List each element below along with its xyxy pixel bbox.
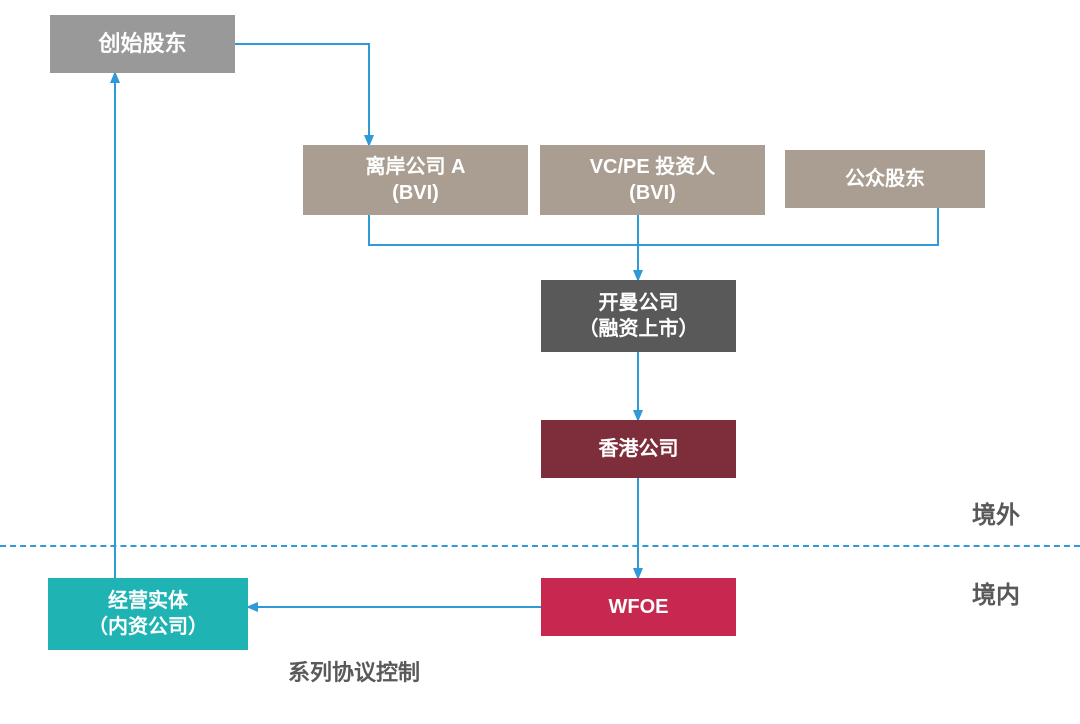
label-outside: 境外 xyxy=(972,495,1020,530)
node-label: 公众股东 xyxy=(845,166,925,192)
node-vcpe: VC/PE 投资人(BVI) xyxy=(540,145,765,215)
node-label: 离岸公司 A(BVI) xyxy=(366,154,466,206)
label-control: 系列协议控制 xyxy=(288,655,420,687)
node-founder: 创始股东 xyxy=(50,15,235,73)
node-hk: 香港公司 xyxy=(541,420,736,478)
node-opco: 经营实体（内资公司） xyxy=(48,578,248,650)
edge-offshoreA-down xyxy=(369,215,638,245)
node-label: 创始股东 xyxy=(98,30,186,59)
node-wfoe: WFOE xyxy=(541,578,736,636)
node-offshoreA: 离岸公司 A(BVI) xyxy=(303,145,528,215)
node-cayman: 开曼公司（融资上市） xyxy=(541,280,736,352)
node-label: VC/PE 投资人(BVI) xyxy=(590,154,716,206)
border-divider xyxy=(0,545,1080,547)
label-inside: 境内 xyxy=(972,575,1020,610)
node-label: WFOE xyxy=(609,594,669,620)
node-label: 经营实体（内资公司） xyxy=(88,588,208,640)
diagram-canvas: 创始股东 离岸公司 A(BVI) VC/PE 投资人(BVI) 公众股东 开曼公… xyxy=(0,0,1080,724)
node-label: 开曼公司（融资上市） xyxy=(579,290,699,342)
edge-founder-to-offshoreA xyxy=(235,44,369,145)
node-public: 公众股东 xyxy=(785,150,985,208)
node-label: 香港公司 xyxy=(599,436,679,462)
